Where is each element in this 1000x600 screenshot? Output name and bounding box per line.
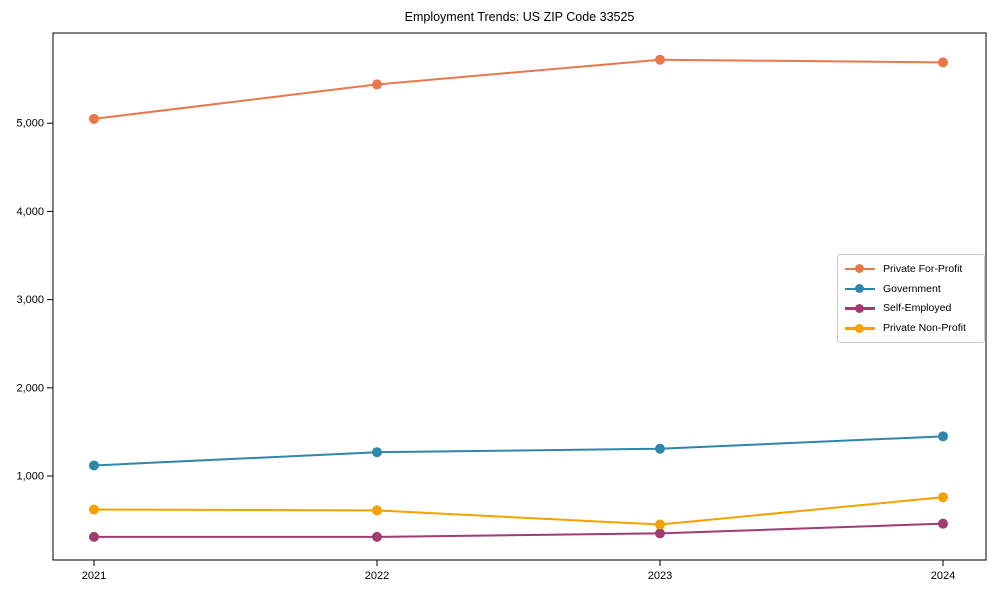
legend-marker-icon xyxy=(845,283,875,295)
data-point-government-2021 xyxy=(89,460,99,471)
legend-label: Government xyxy=(883,282,941,295)
legend-item-private-non-profit: Private Non-Profit xyxy=(845,319,977,337)
data-point-self-employed-2021 xyxy=(89,531,99,542)
y-tick-label: 5,000 xyxy=(16,118,44,130)
legend-marker-icon xyxy=(845,302,875,314)
chart-title: Employment Trends: US ZIP Code 33525 xyxy=(404,10,635,24)
data-point-self-employed-2023 xyxy=(655,528,665,539)
x-tick-label: 2021 xyxy=(82,570,106,582)
legend-label: Private For-Profit xyxy=(883,262,963,275)
data-point-private-non-profit-2021 xyxy=(89,504,99,515)
x-tick-label: 2024 xyxy=(931,570,955,582)
series-line-private-non-profit xyxy=(93,496,944,526)
data-point-private-non-profit-2022 xyxy=(372,505,382,516)
data-point-private-non-profit-2023 xyxy=(655,519,665,530)
legend-label: Self-Employed xyxy=(883,302,952,315)
series-line-private-for-profit xyxy=(93,58,944,120)
data-point-self-employed-2022 xyxy=(372,531,382,542)
data-point-government-2023 xyxy=(655,443,665,454)
legend-item-government: Government xyxy=(845,280,977,298)
data-point-government-2022 xyxy=(372,447,382,458)
data-point-self-employed-2024 xyxy=(938,518,948,529)
y-tick-label: 4,000 xyxy=(16,206,44,218)
data-point-private-for-profit-2021 xyxy=(89,113,99,124)
x-tick-label: 2022 xyxy=(365,570,389,582)
legend-marker-icon xyxy=(845,263,875,275)
y-tick-label: 3,000 xyxy=(16,294,44,306)
legend-marker-icon xyxy=(845,322,875,334)
data-point-government-2024 xyxy=(938,431,948,442)
legend-label: Private Non-Profit xyxy=(883,322,966,335)
data-point-private-for-profit-2023 xyxy=(655,54,665,65)
series-line-government xyxy=(93,435,944,467)
legend-item-private-for-profit: Private For-Profit xyxy=(845,260,977,278)
legend-item-self-employed: Self-Employed xyxy=(845,299,977,317)
legend: Private For-Profit Government Self-Employe… xyxy=(837,254,985,343)
series-line-self-employed xyxy=(94,522,944,538)
x-tick-label: 2023 xyxy=(648,570,672,582)
data-point-private-for-profit-2022 xyxy=(372,79,382,90)
y-tick-label: 1,000 xyxy=(16,471,44,483)
data-point-private-for-profit-2024 xyxy=(938,57,948,68)
data-point-private-non-profit-2024 xyxy=(938,492,948,503)
plot-border xyxy=(52,32,987,561)
y-tick-label: 2,000 xyxy=(16,382,44,394)
